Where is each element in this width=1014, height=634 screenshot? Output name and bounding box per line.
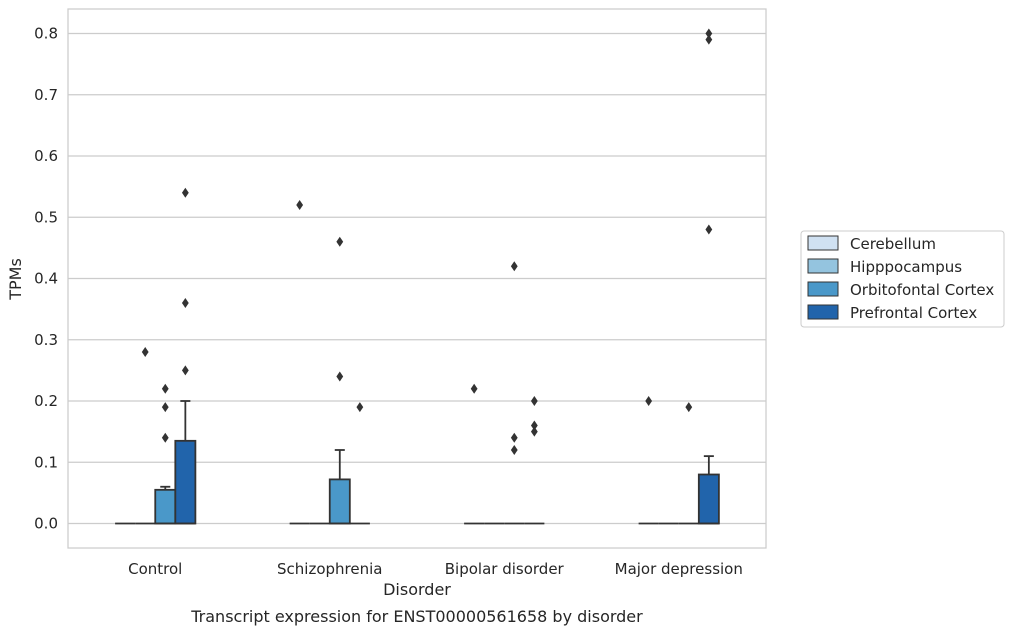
outlier-point	[510, 432, 518, 443]
legend-label: Hipppocampus	[850, 258, 962, 276]
legend: Cerebellum Hipppocampus Orbitofontal Corte…	[800, 230, 1005, 328]
y-tick-label: 0.7	[34, 86, 58, 104]
legend-frame	[800, 230, 1005, 328]
outlier-point	[161, 383, 169, 394]
legend-label: Cerebellum	[850, 235, 936, 253]
x-tick-label: Control	[128, 560, 182, 578]
outlier-point	[356, 402, 364, 413]
box-plots	[115, 28, 720, 525]
box	[174, 439, 197, 525]
box	[697, 473, 720, 525]
outlier-point	[181, 298, 189, 308]
box	[154, 488, 177, 525]
outlier-point	[705, 34, 713, 45]
outlier-point	[141, 347, 149, 357]
outlier-point	[181, 187, 189, 198]
legend-label: Prefrontal Cortex	[850, 304, 977, 322]
legend-swatch	[807, 258, 839, 274]
y-tick-label: 0.3	[34, 331, 58, 349]
outlier-point	[530, 396, 538, 406]
outlier-point	[336, 236, 344, 247]
legend-label: Orbitofontal Cortex	[850, 281, 994, 299]
y-tick-label: 0.0	[34, 515, 58, 533]
outlier-point	[530, 426, 538, 437]
outlier-point	[161, 402, 169, 413]
y-tick-label: 0.8	[34, 25, 58, 43]
outlier-point	[296, 200, 304, 210]
x-tick-label: Major depression	[615, 560, 743, 578]
x-axis-title: Disorder	[383, 580, 451, 599]
box	[328, 478, 351, 525]
outlier-point	[510, 261, 518, 272]
legend-swatch	[807, 304, 839, 320]
y-tick-label: 0.4	[34, 270, 58, 288]
y-axis-title: TPMs	[6, 258, 25, 301]
outlier-point	[470, 383, 478, 394]
y-axis: 0.0 0.1 0.2 0.3 0.4 0.5 0.6 0.7 0.8	[34, 25, 58, 533]
plot-frame	[67, 8, 767, 549]
outlier-point	[336, 371, 344, 382]
x-tick-label: Schizophrenia	[277, 560, 382, 578]
legend-swatch	[807, 281, 839, 297]
chart-caption: Transcript expression for ENST0000056165…	[190, 607, 643, 626]
outlier-point	[510, 445, 518, 455]
x-tick-label: Bipolar disorder	[445, 560, 565, 578]
x-axis: Control Schizophrenia Bipolar disorder Majo…	[128, 560, 743, 578]
outlier-point	[685, 402, 693, 413]
y-tick-label: 0.5	[34, 208, 58, 226]
outlier-point	[705, 224, 713, 235]
outlier-point	[161, 432, 169, 443]
y-tick-label: 0.6	[34, 147, 58, 165]
legend-swatch	[807, 235, 839, 251]
y-tick-label: 0.1	[34, 453, 58, 471]
outlier-point	[530, 420, 538, 431]
outlier-point	[705, 28, 713, 39]
y-tick-label: 0.2	[34, 392, 58, 410]
outlier-point	[645, 396, 653, 406]
outlier-point	[181, 365, 189, 376]
